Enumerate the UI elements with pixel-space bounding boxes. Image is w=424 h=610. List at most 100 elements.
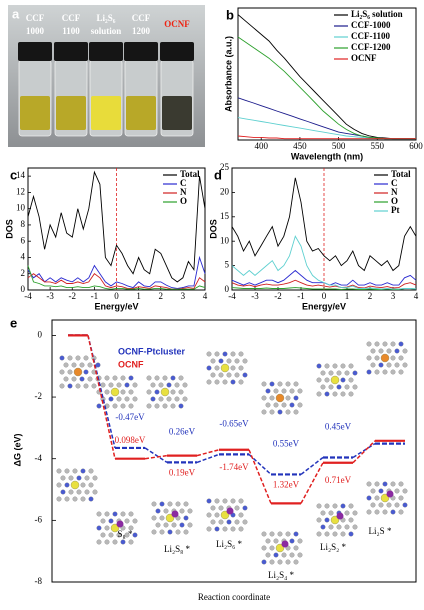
x-tick-label: -4 [24, 291, 32, 301]
atom [390, 369, 396, 375]
atom [120, 403, 126, 409]
atom [380, 493, 390, 503]
atom [56, 468, 62, 474]
step-connector [300, 462, 324, 504]
atom [151, 515, 157, 521]
atom [88, 482, 94, 488]
atom [222, 379, 228, 385]
atom [285, 381, 291, 387]
atom [394, 362, 400, 368]
atom [220, 363, 230, 373]
atom [374, 481, 380, 487]
atom [289, 388, 295, 394]
atom [91, 383, 97, 389]
atom [374, 369, 380, 375]
structure-inset [316, 503, 358, 537]
atom [214, 351, 220, 357]
structure-inset [316, 363, 358, 397]
atom [261, 395, 267, 401]
atom [285, 409, 291, 415]
atom [116, 382, 122, 388]
atom [398, 355, 404, 361]
atom [155, 508, 161, 514]
vial-label: CCF [132, 13, 151, 23]
x-tick-label: 1 [136, 291, 141, 301]
atom [293, 559, 299, 565]
atom [87, 376, 93, 382]
x-tick-label: 3 [391, 291, 396, 301]
structure-inset [56, 468, 98, 502]
atom [120, 375, 126, 381]
atom [222, 498, 228, 504]
atom [80, 468, 86, 474]
atom [226, 507, 234, 515]
atom [132, 382, 138, 388]
legend-label: N [180, 187, 187, 197]
atom [285, 559, 291, 565]
atom [293, 395, 299, 401]
atom [64, 496, 70, 502]
series-line [231, 177, 417, 272]
atom [293, 531, 299, 537]
atom [297, 402, 303, 408]
vial-liquid [20, 96, 50, 130]
atom [386, 348, 392, 354]
y-axis-label: ΔG (eV) [12, 434, 22, 467]
atom [187, 522, 193, 528]
y-tick-label: 0 [21, 284, 26, 294]
atom [163, 508, 169, 514]
vial-liquid [91, 96, 121, 130]
atom [120, 539, 126, 545]
legend-label: C [180, 178, 187, 188]
atom [398, 495, 404, 501]
y-tick-label: 25 [220, 162, 230, 172]
atom [402, 502, 408, 508]
y-tick-label: 0 [38, 329, 43, 339]
change-label: 0.55eV [273, 438, 300, 448]
atom [104, 539, 110, 545]
x-category-label: Li₂S₈ * [164, 544, 191, 554]
atom [165, 513, 175, 523]
atom [88, 496, 94, 502]
step-connector [144, 447, 168, 464]
atom [230, 498, 236, 504]
atom [370, 502, 376, 508]
atom [261, 531, 267, 537]
atom [67, 369, 73, 375]
atom [116, 532, 122, 538]
atom [328, 524, 334, 530]
panel-letter: d [214, 167, 222, 182]
x-tick-label: -2 [274, 291, 282, 301]
y-tick-label: 14 [16, 170, 26, 180]
atom [96, 539, 102, 545]
atom [293, 545, 299, 551]
atom [398, 341, 404, 347]
atom [71, 376, 77, 382]
atom [128, 375, 134, 381]
atom [348, 531, 354, 537]
atom [71, 362, 77, 368]
series-line [237, 36, 416, 140]
atom [104, 511, 110, 517]
atom [206, 526, 212, 532]
atom [374, 495, 380, 501]
x-tick-label: 500 [332, 141, 346, 151]
x-category-label: Li₂S₆ * [216, 539, 243, 549]
y-tick-label: 2 [21, 268, 26, 278]
structure-inset [96, 511, 138, 545]
atom [214, 512, 220, 518]
atom [108, 518, 114, 524]
atom [269, 381, 275, 387]
panel-letter: e [10, 315, 17, 330]
atom [124, 396, 130, 402]
atom [332, 531, 338, 537]
legend-label: CCF-1100 [351, 31, 390, 41]
atom [348, 363, 354, 369]
atom [100, 518, 106, 524]
atom [72, 468, 78, 474]
x-tick-label: 3 [181, 291, 186, 301]
atom [68, 489, 74, 495]
atom [59, 355, 65, 361]
